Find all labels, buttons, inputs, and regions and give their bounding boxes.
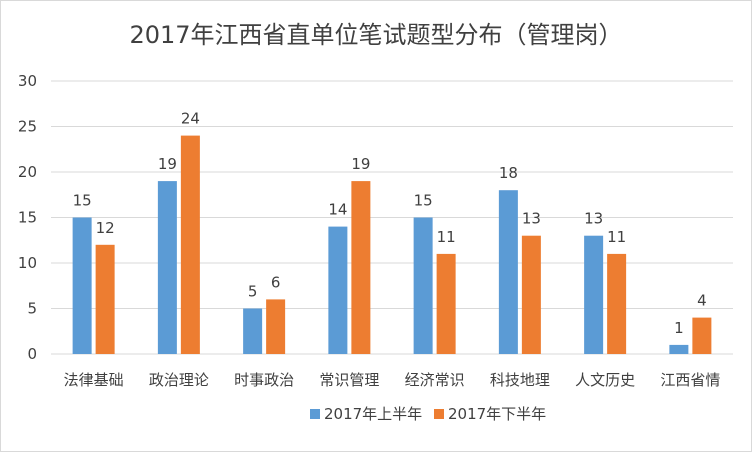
data-label: 4 — [697, 292, 707, 310]
bar — [584, 235, 604, 354]
data-label: 13 — [584, 210, 603, 228]
x-category-label: 政治理论 — [149, 371, 209, 389]
bar — [72, 217, 92, 354]
bar — [669, 344, 689, 354]
data-label: 15 — [73, 192, 92, 210]
bar — [157, 181, 177, 354]
data-label: 11 — [607, 228, 626, 246]
data-label: 13 — [522, 210, 541, 228]
bar — [436, 253, 456, 354]
legend-swatch — [310, 409, 320, 419]
x-category-label: 科技地理 — [490, 371, 550, 389]
bar — [266, 299, 286, 354]
x-category-label: 常识管理 — [319, 371, 379, 389]
data-label: 6 — [271, 273, 281, 291]
data-label: 19 — [158, 155, 177, 173]
x-category-label: 时事政治 — [234, 371, 294, 389]
data-label: 1 — [674, 319, 684, 337]
x-category-label: 人文历史 — [575, 371, 635, 389]
x-category-label: 江西省情 — [660, 371, 720, 389]
data-label: 12 — [96, 219, 115, 237]
x-category-label: 经济常识 — [405, 371, 465, 389]
y-tick-label: 10 — [18, 254, 37, 272]
bar — [243, 308, 263, 354]
bar — [180, 135, 200, 354]
y-tick-label: 20 — [18, 163, 37, 181]
data-label: 24 — [181, 110, 200, 128]
bar — [95, 244, 115, 354]
legend-label: 2017年下半年 — [448, 405, 546, 423]
legend-label: 2017年上半年 — [324, 405, 422, 423]
data-label: 15 — [414, 192, 433, 210]
bar — [521, 235, 541, 354]
y-tick-label: 15 — [18, 209, 37, 227]
bar — [692, 317, 712, 354]
bar — [351, 181, 371, 354]
legend-swatch — [434, 409, 444, 419]
y-tick-label: 5 — [27, 300, 37, 318]
data-label: 14 — [328, 201, 347, 219]
data-label: 5 — [248, 283, 258, 301]
chart-title: 2017年江西省直单位笔试题型分布（管理岗） — [129, 21, 623, 49]
y-tick-label: 25 — [18, 118, 37, 136]
y-tick-label: 30 — [18, 72, 37, 90]
x-category-label: 法律基础 — [64, 371, 124, 389]
bar — [413, 217, 433, 354]
data-label: 18 — [499, 164, 518, 182]
data-label: 19 — [351, 155, 370, 173]
bar — [498, 190, 518, 354]
data-label: 11 — [437, 228, 456, 246]
bar — [328, 226, 348, 354]
bar — [607, 253, 627, 354]
y-tick-label: 0 — [27, 345, 37, 363]
